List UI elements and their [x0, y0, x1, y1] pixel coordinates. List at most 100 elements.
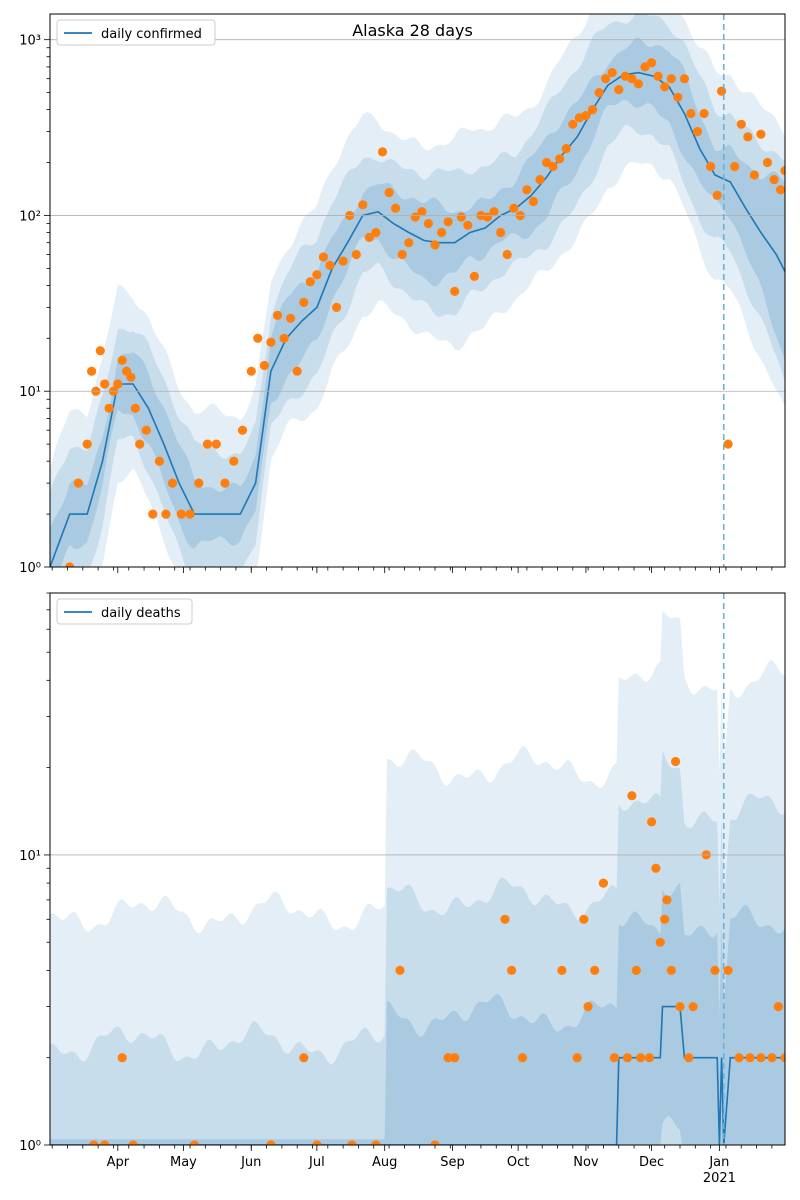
- data-point: [266, 1140, 276, 1145]
- data-point: [651, 863, 661, 873]
- uncertainty-band-1: [50, 14, 785, 567]
- data-point: [489, 207, 499, 217]
- y-tick-label: 10³: [19, 34, 41, 49]
- y-tick-label: 10²: [19, 209, 41, 224]
- data-point: [522, 185, 532, 195]
- data-point: [371, 227, 381, 238]
- data-point: [686, 108, 696, 119]
- data-point: [286, 313, 296, 323]
- data-point: [100, 379, 110, 389]
- data-point: [655, 937, 665, 947]
- data-point: [561, 144, 571, 154]
- data-point: [679, 74, 690, 84]
- data-point: [614, 85, 624, 95]
- data-point: [437, 227, 447, 238]
- legend-label: daily deaths: [101, 606, 181, 621]
- data-point: [185, 509, 195, 519]
- data-point: [640, 62, 650, 72]
- data-point: [743, 132, 753, 142]
- data-point: [332, 302, 342, 312]
- data-point: [627, 74, 637, 84]
- data-point: [443, 217, 453, 227]
- data-point: [463, 220, 473, 230]
- data-point: [397, 249, 407, 260]
- x-tick-label: Apr: [107, 1155, 130, 1170]
- data-point: [299, 297, 309, 307]
- data-point: [292, 366, 302, 376]
- x-tick-label: Dec: [639, 1155, 664, 1170]
- data-point: [430, 1140, 440, 1145]
- uncertainty-band-2: [50, 14, 785, 567]
- legend-box: [56, 19, 216, 46]
- data-point: [423, 218, 433, 229]
- data-point: [482, 212, 493, 222]
- data-point: [237, 425, 248, 435]
- data-point: [82, 439, 92, 449]
- data-point: [631, 965, 641, 976]
- data-point: [780, 166, 785, 176]
- data-point: [756, 129, 766, 139]
- data-point: [684, 1053, 694, 1063]
- data-point: [717, 86, 727, 96]
- data-point: [557, 965, 567, 976]
- data-point: [351, 249, 361, 260]
- legend: daily deaths: [56, 598, 193, 625]
- data-point: [579, 914, 589, 924]
- data-point: [395, 965, 405, 976]
- data-point: [730, 161, 740, 172]
- data-point: [590, 965, 600, 976]
- uncertainty-band-2: [50, 750, 785, 1145]
- data-point: [130, 403, 140, 413]
- data-point: [699, 108, 709, 119]
- data-point: [117, 1053, 127, 1063]
- data-point: [384, 187, 394, 198]
- data-point: [609, 1053, 620, 1063]
- data-point: [148, 509, 158, 519]
- data-point: [633, 79, 644, 89]
- data-point: [364, 232, 374, 242]
- data-point: [272, 310, 283, 320]
- data-point: [769, 175, 779, 185]
- data-point: [712, 190, 722, 200]
- data-point: [568, 119, 578, 129]
- data-point: [117, 355, 127, 365]
- y-tick-label: 10¹: [19, 849, 41, 864]
- legend-box: [56, 598, 193, 625]
- data-point: [762, 157, 773, 168]
- x-tick-label: Jul: [308, 1155, 325, 1170]
- data-point: [581, 111, 591, 121]
- data-point: [279, 333, 289, 343]
- data-point: [358, 200, 368, 210]
- plot-area: [50, 14, 785, 567]
- data-point: [653, 71, 663, 81]
- data-point: [502, 249, 512, 260]
- data-point: [671, 756, 681, 767]
- data-point: [377, 147, 388, 157]
- data-point: [555, 154, 565, 164]
- data-point: [347, 1140, 357, 1145]
- data-point: [548, 161, 558, 172]
- x-tick-label: Jun: [240, 1155, 261, 1170]
- data-point: [780, 1053, 785, 1063]
- data-point: [710, 965, 720, 976]
- data-point: [706, 161, 716, 172]
- data-point: [673, 92, 683, 102]
- data-point: [723, 965, 733, 976]
- data-point: [253, 333, 263, 343]
- data-point: [371, 1140, 381, 1145]
- data-point: [299, 1053, 309, 1063]
- data-point: [128, 1140, 138, 1145]
- data-point: [660, 914, 670, 924]
- data-point: [767, 1053, 777, 1063]
- data-point: [430, 240, 440, 250]
- data-point: [773, 1002, 784, 1012]
- data-point: [688, 1002, 698, 1012]
- data-point: [450, 1053, 460, 1063]
- x-year-label: 2021: [703, 1171, 736, 1186]
- uncertainty-band-3: [50, 883, 785, 1145]
- data-point: [736, 119, 746, 129]
- data-point: [202, 439, 213, 449]
- data-point: [404, 238, 414, 248]
- data-point: [528, 196, 539, 207]
